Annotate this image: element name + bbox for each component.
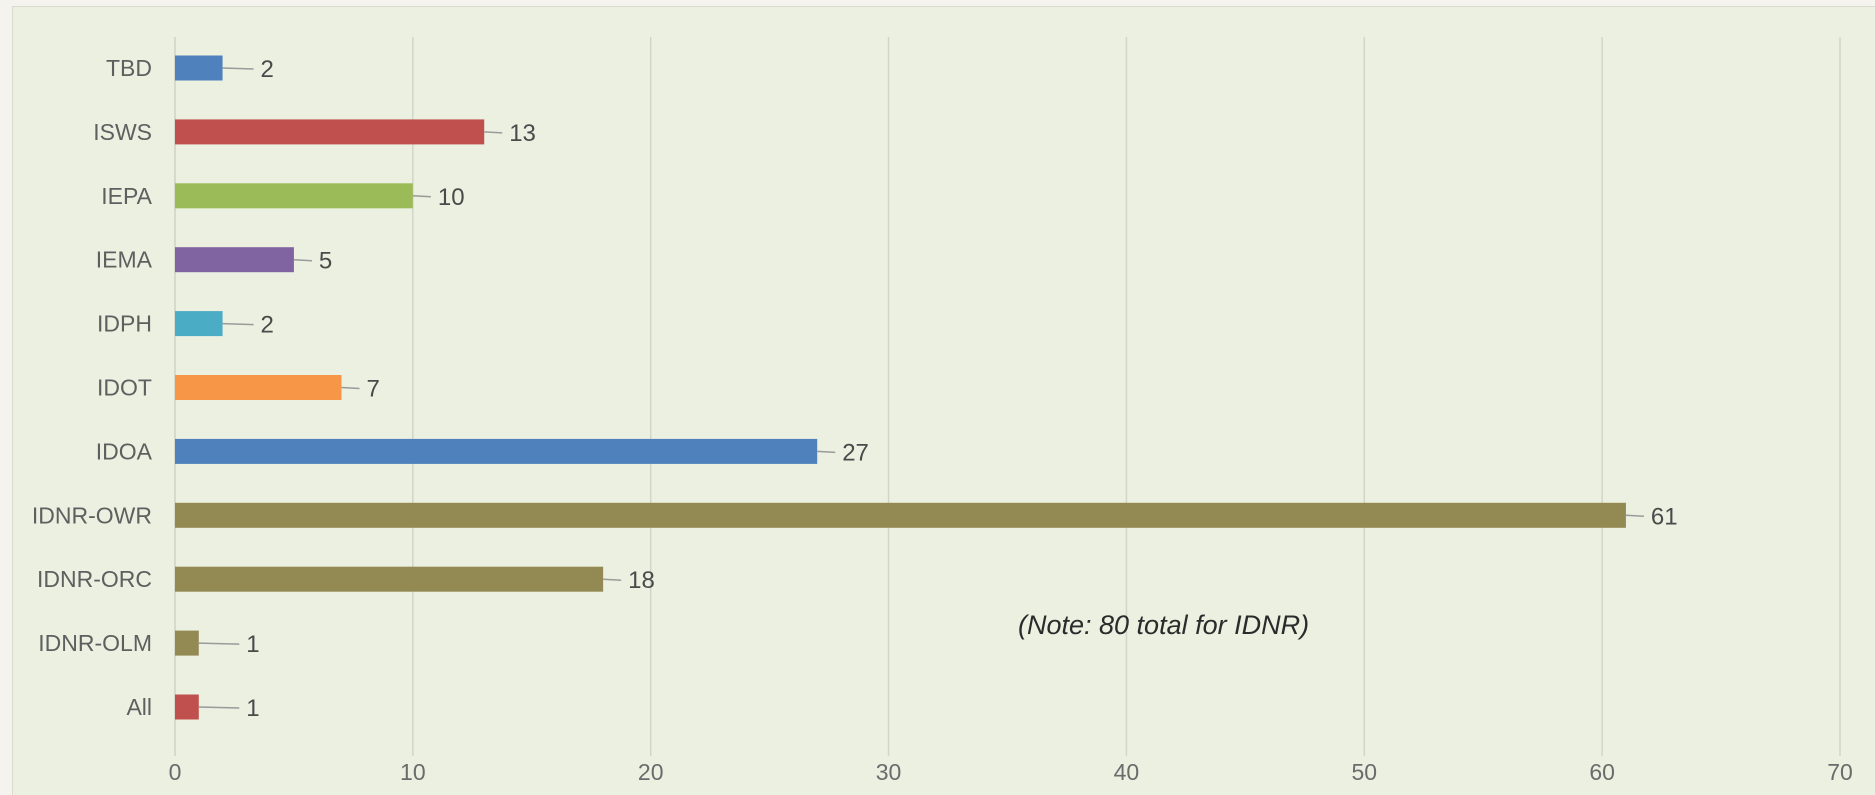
category-label: IDOT xyxy=(97,375,152,401)
leader-line xyxy=(484,131,503,134)
leader-line xyxy=(293,258,312,262)
x-tick-label: 70 xyxy=(1827,759,1853,785)
x-tick-label: 60 xyxy=(1589,759,1615,785)
category-label: All xyxy=(126,694,152,720)
leader-line xyxy=(603,578,622,581)
leader-line xyxy=(341,386,360,390)
data-label: 18 xyxy=(628,567,655,594)
data-label: 2 xyxy=(261,56,274,83)
bar xyxy=(175,311,223,337)
x-tick-label: 0 xyxy=(169,759,182,785)
bar-chart: 0 10 20 30 40 50 60 70 TBD 2 ISWS 13 IEPA 10 IEMA 5 IDPH… xyxy=(32,37,1853,785)
category-label: IDNR-ORC xyxy=(37,566,152,592)
data-label: 1 xyxy=(246,695,259,722)
labels: 0 10 20 30 40 50 60 70 TBD 2 ISWS 13 IEPA 10 IEMA 5 IDPH… xyxy=(32,55,1853,785)
category-label: IEMA xyxy=(96,247,153,273)
leader-line xyxy=(817,450,836,454)
grid-lines xyxy=(174,37,1841,756)
x-tick-label: 30 xyxy=(876,759,902,785)
category-label: TBD xyxy=(106,55,152,81)
data-label: 5 xyxy=(319,248,332,275)
data-label: 1 xyxy=(246,631,259,658)
leader-line xyxy=(222,322,254,326)
data-label: 13 xyxy=(509,120,536,147)
leader-line xyxy=(412,195,431,198)
bar xyxy=(175,502,1626,528)
bar xyxy=(175,375,342,400)
data-label: 27 xyxy=(842,439,869,466)
leader-line xyxy=(1625,514,1644,518)
x-tick-label: 10 xyxy=(400,759,426,785)
category-label: IEPA xyxy=(101,183,152,209)
bar xyxy=(175,247,294,273)
category-label: ISWS xyxy=(93,119,152,145)
x-tick-label: 40 xyxy=(1114,759,1140,785)
bar xyxy=(175,566,604,592)
leader-line xyxy=(222,67,254,70)
bar xyxy=(175,694,199,720)
bar xyxy=(175,630,199,656)
leader-line xyxy=(198,706,240,709)
x-tick-label: 20 xyxy=(638,759,664,785)
bar xyxy=(175,119,485,145)
category-label: IDOA xyxy=(96,438,153,464)
bar xyxy=(175,183,413,209)
category-label: IDPH xyxy=(97,311,152,337)
chart-annotation: (Note: 80 total for IDNR) xyxy=(1018,610,1309,640)
category-label: IDNR-OWR xyxy=(32,502,152,528)
category-label: IDNR-OLM xyxy=(38,630,152,656)
bar xyxy=(175,438,818,464)
data-label: 10 xyxy=(438,184,465,211)
bar xyxy=(175,55,223,81)
data-label: 7 xyxy=(367,376,380,403)
bars xyxy=(175,55,1626,720)
leader-line xyxy=(198,642,240,645)
chart-panel: 0 10 20 30 40 50 60 70 TBD 2 ISWS 13 IEPA 10 IEMA 5 IDPH… xyxy=(12,6,1875,795)
data-label: 61 xyxy=(1651,503,1678,530)
data-label: 2 xyxy=(261,312,274,339)
x-tick-label: 50 xyxy=(1351,759,1377,785)
